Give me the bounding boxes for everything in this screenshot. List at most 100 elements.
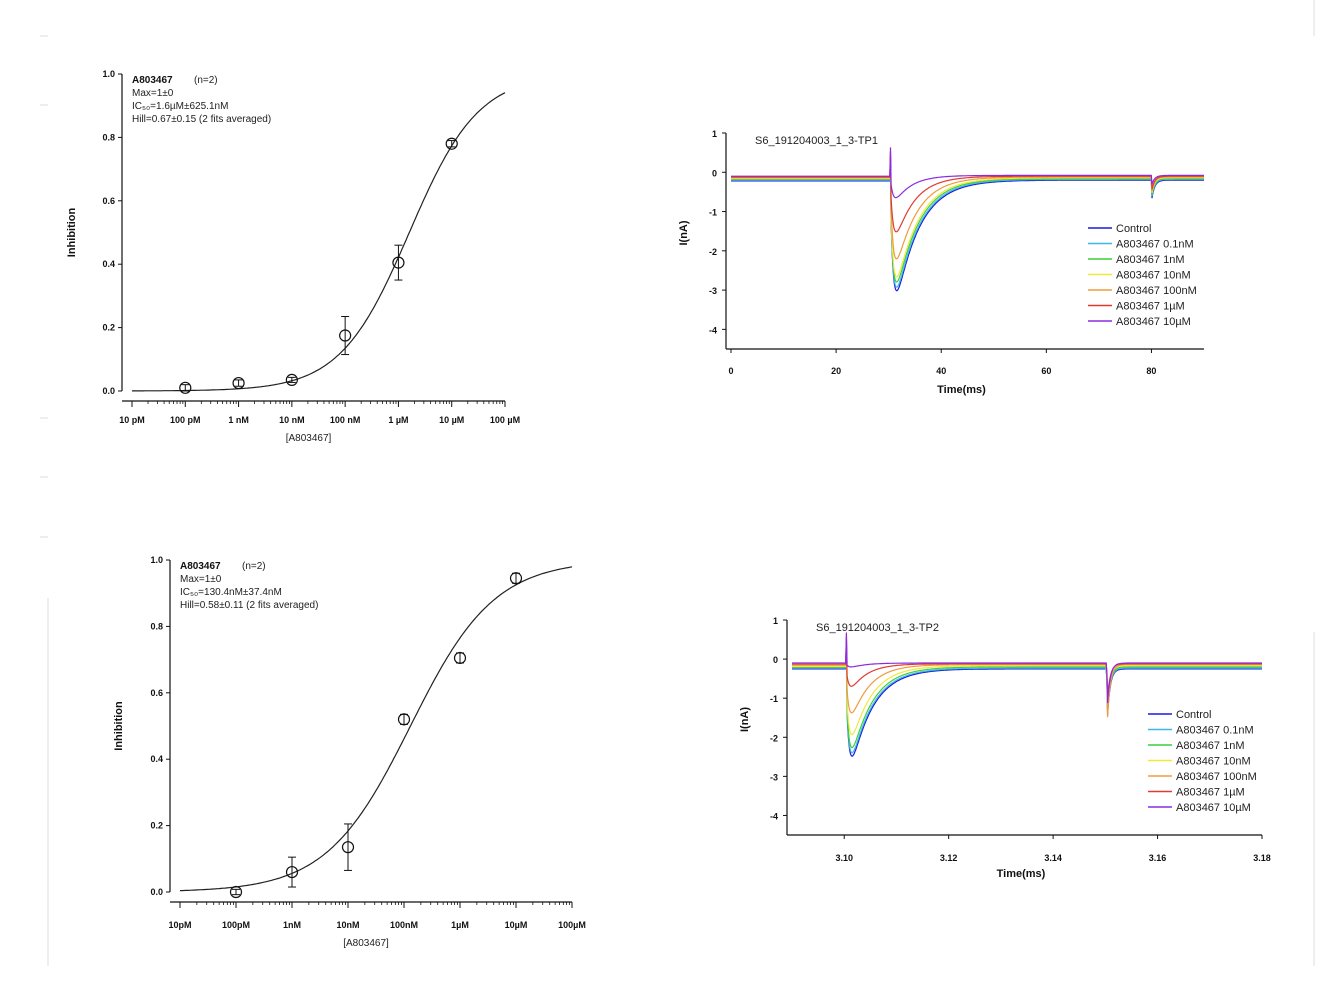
- x-tick-label: 0: [728, 366, 733, 376]
- data-point: [397, 713, 411, 726]
- x-tick-label: 10nM: [336, 920, 359, 930]
- y-tick-label: 0.8: [102, 132, 115, 142]
- x-tick-label: 10µM: [505, 920, 528, 930]
- legend-entry: Control: [1116, 223, 1151, 235]
- y-tick-label: 0.6: [150, 688, 163, 698]
- trace-series-1: [792, 645, 1262, 754]
- x-tick-label: 80: [1146, 366, 1156, 376]
- x-tick-label: 100pM: [222, 920, 250, 930]
- legend-entry: A803467 1nM: [1176, 740, 1245, 752]
- hill-fit-curve: [180, 566, 573, 892]
- y-axis-label: Inhibition: [66, 207, 78, 257]
- y-tick-label: -2: [709, 247, 717, 257]
- stat-line: IC₅₀=1.6µM±625.1nM: [132, 101, 228, 112]
- x-tick-label: 10 µM: [439, 415, 464, 425]
- trace-series-1: [731, 159, 1204, 288]
- stat-line: Max=1±0: [180, 574, 222, 585]
- legend-entry: A803467 1µM: [1116, 301, 1185, 313]
- data-point: [445, 137, 458, 150]
- x-tick-label: 40: [936, 366, 946, 376]
- x-tick-label: 10 nM: [279, 415, 305, 425]
- x-tick-label: 1 µM: [388, 415, 408, 425]
- y-tick-label: 0: [773, 655, 778, 665]
- legend-entry: A803467 1µM: [1176, 787, 1245, 799]
- y-tick-label: -1: [770, 694, 778, 704]
- y-tick-label: 0.8: [150, 621, 163, 631]
- legend-entry: A803467 0.1nM: [1176, 725, 1254, 737]
- x-tick-label: 10pM: [168, 920, 191, 930]
- n-label: (n=2): [242, 561, 266, 572]
- x-axis-label: [A803467]: [343, 938, 389, 949]
- x-tick-label: 3.14: [1044, 853, 1062, 863]
- y-tick-label: -3: [770, 772, 778, 782]
- legend-entry: A803467 10µM: [1176, 802, 1251, 814]
- trace-series-6: [731, 147, 1204, 199]
- compound-name: A803467: [132, 75, 173, 86]
- legend-entry: A803467 10nM: [1176, 756, 1251, 768]
- y-tick-label: 1: [712, 129, 717, 139]
- trace-series-3: [792, 642, 1262, 736]
- x-tick-label: 100 pM: [170, 415, 201, 425]
- data-point: [229, 885, 243, 899]
- legend-entry: A803467 10nM: [1116, 270, 1191, 282]
- legend-entry: A803467 100nM: [1176, 771, 1257, 783]
- y-tick-label: 0.2: [102, 323, 115, 333]
- trace-series-2: [731, 158, 1204, 283]
- y-tick-label: -4: [709, 325, 717, 335]
- data-point: [179, 381, 192, 394]
- x-tick-label: 10 pM: [119, 415, 145, 425]
- y-tick-label: 0: [712, 168, 717, 178]
- x-axis-label: Time(ms): [937, 384, 986, 396]
- trace-series-0: [792, 646, 1262, 757]
- y-axis-label: I(nA): [678, 220, 690, 245]
- y-axis-label: Inhibition: [113, 701, 125, 751]
- x-tick-label: 3.10: [835, 853, 853, 863]
- x-tick-label: 1nM: [283, 920, 301, 930]
- stat-line: IC₅₀=130.4nM±37.4nM: [180, 587, 282, 598]
- data-point: [285, 865, 299, 879]
- y-tick-label: 1: [773, 616, 778, 626]
- trace-series-4: [792, 639, 1262, 718]
- trace-series-0: [731, 160, 1204, 292]
- trace-title: S6_191204003_1_3-TP1: [755, 135, 878, 147]
- data-point: [285, 373, 298, 387]
- x-axis-label: [A803467]: [286, 433, 332, 444]
- x-tick-label: 100nM: [390, 920, 418, 930]
- x-tick-label: 60: [1041, 366, 1051, 376]
- y-tick-label: 0.2: [150, 821, 163, 831]
- trace-series-5: [792, 635, 1262, 698]
- trace-series-2: [792, 644, 1262, 749]
- trace-series-5: [731, 151, 1204, 233]
- compound-name: A803467: [180, 561, 221, 572]
- legend-entry: Control: [1176, 709, 1211, 721]
- y-tick-label: -3: [709, 286, 717, 296]
- data-point: [341, 841, 355, 854]
- dose-response-panel-tp1: 0.0 0.2 0.4 0.6 0.8 1.0 10 pM 100 pM 1 nM 10 nM 10…: [66, 69, 520, 444]
- legend-entry: A803467 1nM: [1116, 254, 1185, 266]
- x-tick-label: 1µM: [451, 920, 469, 930]
- y-tick-label: 1.0: [150, 555, 163, 565]
- data-point: [339, 329, 352, 342]
- x-tick-label: 100 nM: [330, 415, 361, 425]
- y-tick-label: -1: [709, 208, 717, 218]
- legend-entry: A803467 100nM: [1116, 285, 1197, 297]
- hill-fit-curve: [132, 92, 506, 392]
- x-tick-label: 1 nM: [228, 415, 249, 425]
- n-label: (n=2): [194, 75, 218, 86]
- x-tick-label: 100µM: [558, 920, 586, 930]
- legend-entry: A803467 10µM: [1116, 316, 1191, 328]
- current-trace-panel-tp2: 1 0 -1 -2 -3 -4 3.10 3.12 3.14 3.16 3.18 Time(ms) I(…: [739, 616, 1271, 880]
- y-axis-label: I(nA): [739, 707, 751, 732]
- y-tick-label: -2: [770, 733, 778, 743]
- y-tick-label: 0.0: [102, 386, 115, 396]
- y-tick-label: 0.4: [150, 754, 163, 764]
- trace-series-4: [731, 154, 1204, 260]
- y-tick-label: -4: [770, 811, 778, 821]
- trace-series-3: [731, 157, 1204, 278]
- x-tick-label: 20: [831, 366, 841, 376]
- current-trace-panel-tp1: 1 0 -1 -2 -3 -4 0 20 40 60 80 Time(ms) I(nA) S6_19120…: [678, 129, 1204, 396]
- x-tick-label: 100 µM: [490, 415, 520, 425]
- x-tick-label: 3.18: [1253, 853, 1271, 863]
- data-point: [232, 376, 245, 390]
